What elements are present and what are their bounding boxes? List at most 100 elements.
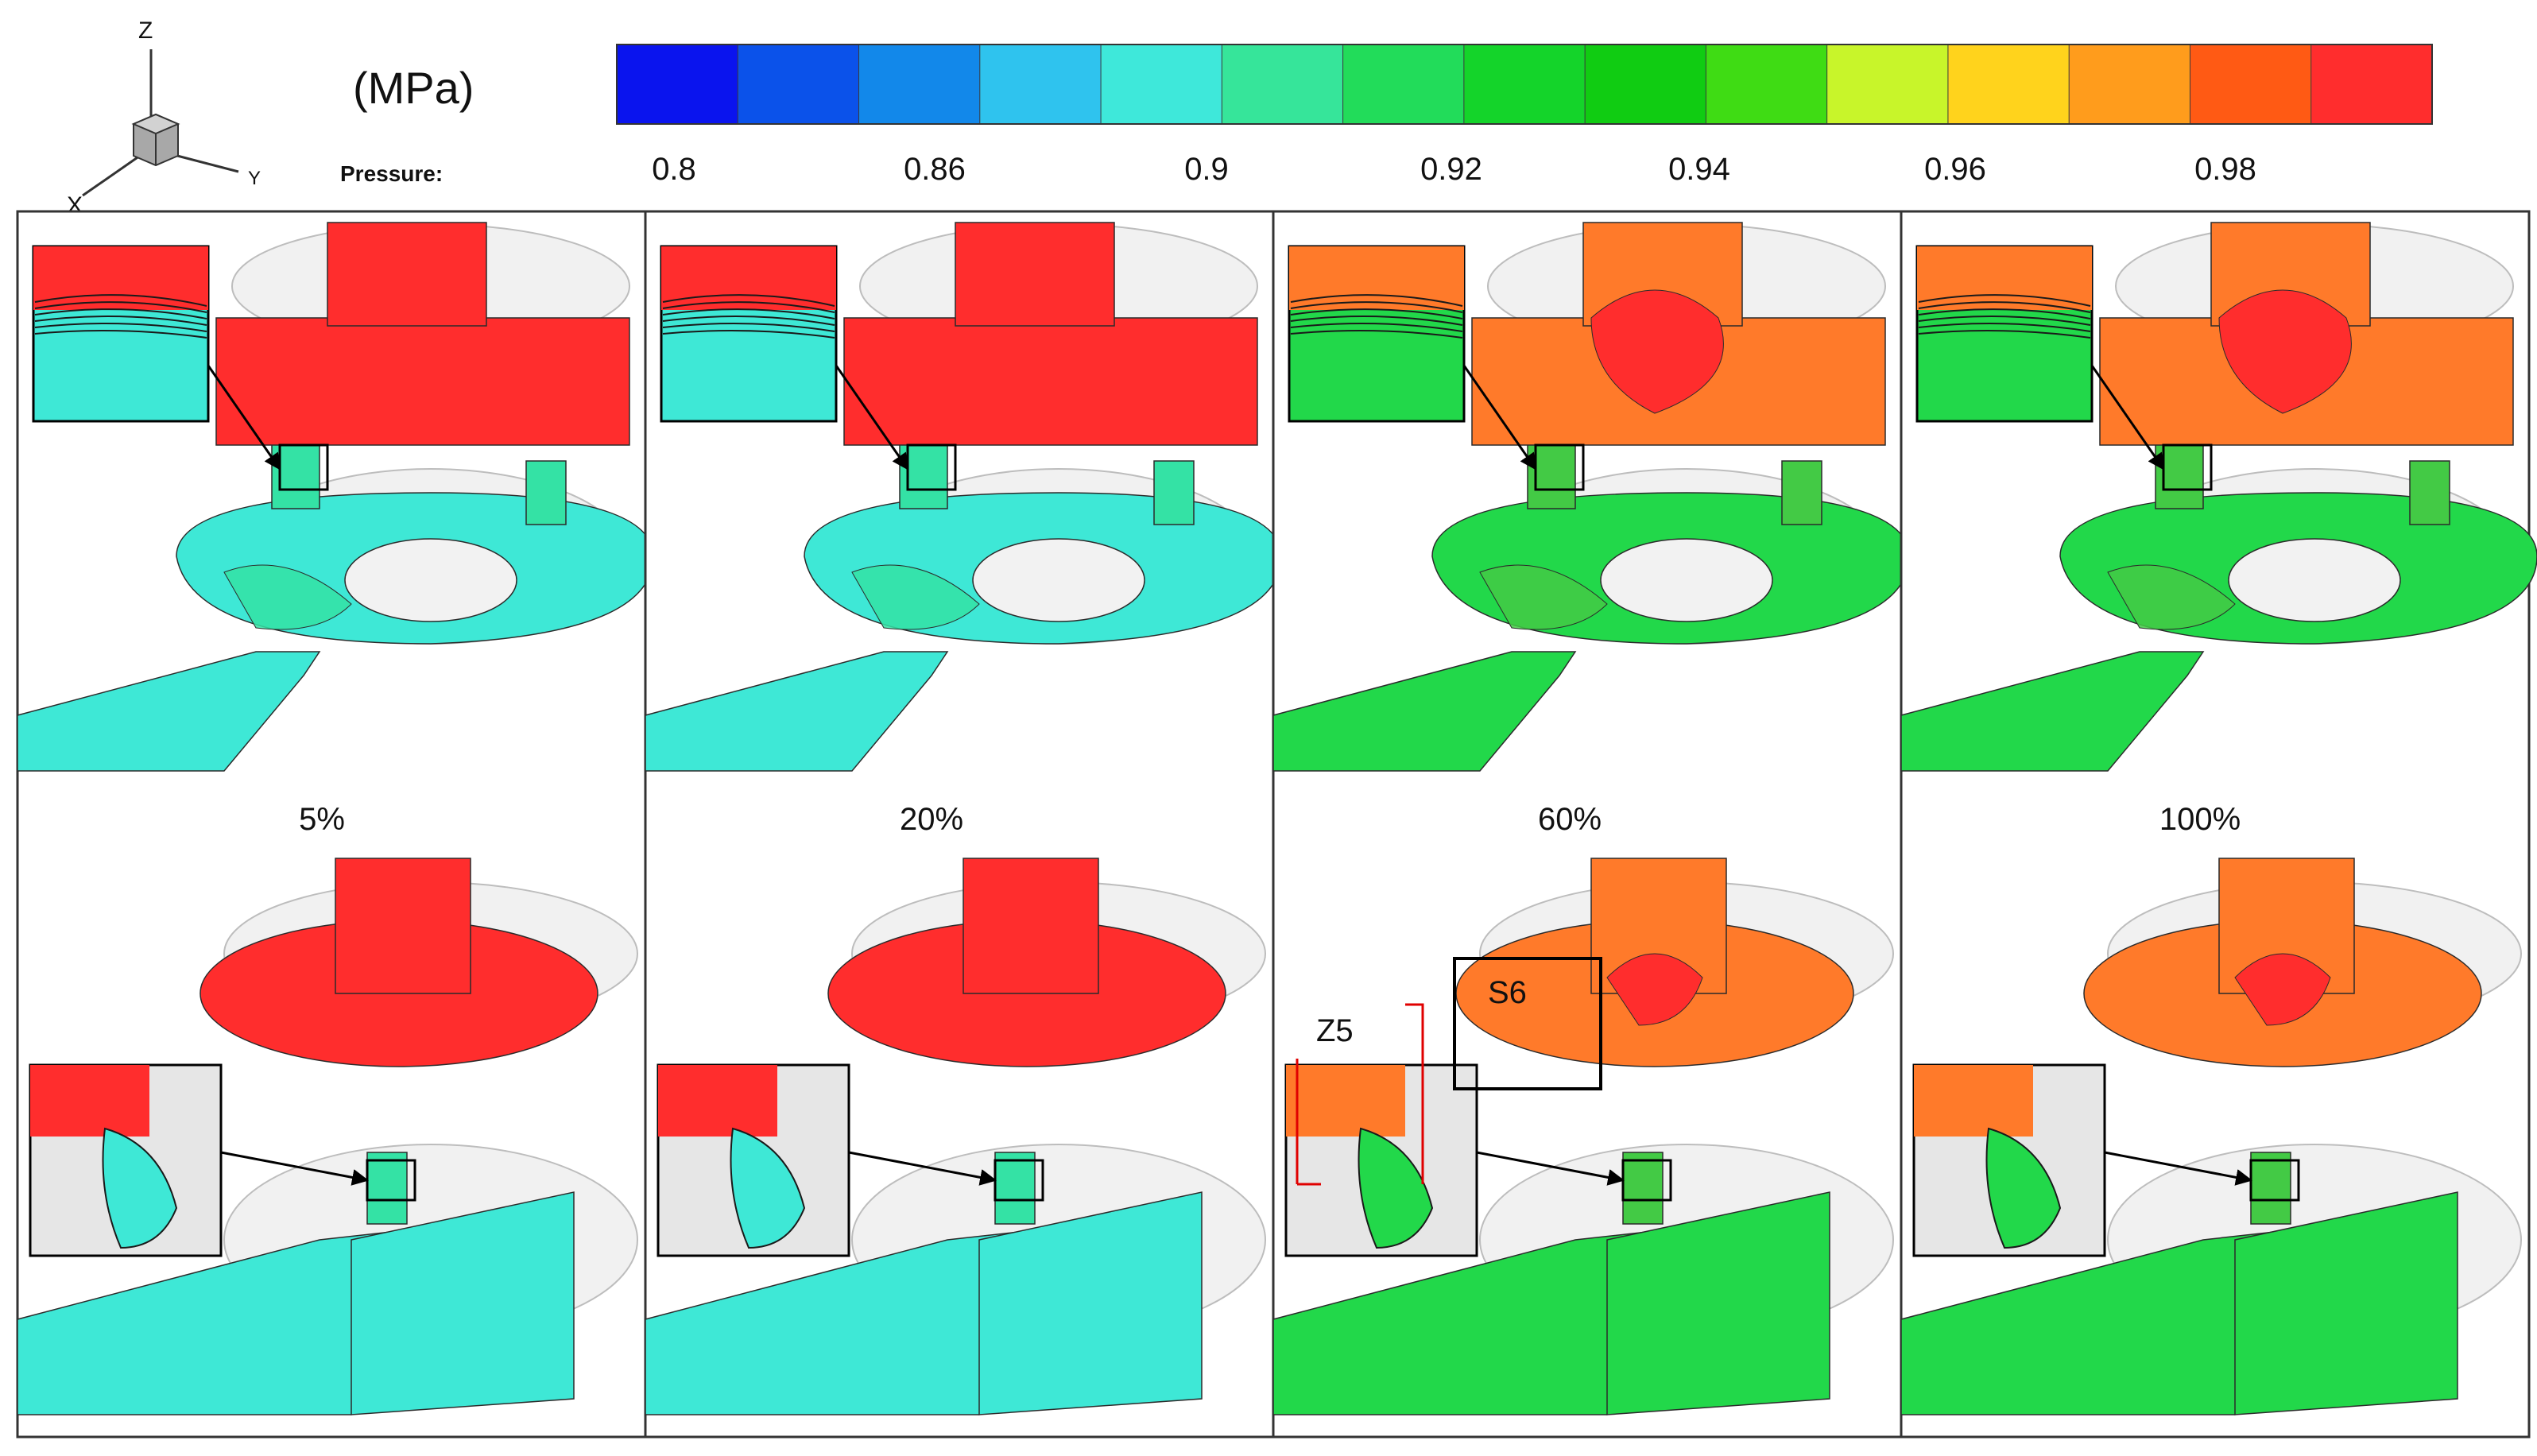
outlet-pipe <box>645 651 949 772</box>
inset-contour-line <box>1918 330 2091 339</box>
inset-contour-line <box>1918 308 2091 319</box>
colorbar-segment <box>1947 44 2070 125</box>
inlet-pipe <box>327 222 487 327</box>
inset-high-region <box>1286 1065 1405 1137</box>
panel-100pct <box>1900 210 2537 1439</box>
outlet-pipe <box>1272 651 1577 772</box>
inlet-pipe <box>335 858 471 994</box>
axis-y-label: Y <box>248 168 261 189</box>
ring-hole <box>1600 538 1773 622</box>
inset-contour-line <box>662 330 835 339</box>
high-pressure-core <box>1590 289 1724 414</box>
connecting-channel <box>994 1152 1036 1225</box>
inset-high-region <box>1914 1065 2033 1137</box>
inset-contour-line <box>1290 308 1463 319</box>
outlet-pipe <box>1900 651 2205 772</box>
legend-tick-label: 0.98 <box>2194 152 2256 187</box>
region-label-z5: Z5 <box>1316 1013 1354 1048</box>
legend-tick-label: 0.96 <box>1924 152 1986 187</box>
top-view-geometry <box>1900 222 2537 772</box>
zoom-arrow <box>835 365 909 470</box>
bottom-view-geometry <box>17 858 638 1415</box>
inset-contour-line <box>1290 330 1463 339</box>
zoom-inset <box>29 1063 223 1257</box>
inset-jet-region <box>730 1127 806 1249</box>
colorbar-segment <box>979 44 1102 125</box>
panel-label-5: 5% <box>299 802 345 837</box>
colorbar-segment <box>2068 44 2191 125</box>
colorbar-segment <box>1221 44 1344 125</box>
inset-jet-region <box>1985 1127 2062 1249</box>
inset-contour-line <box>1290 323 1463 332</box>
pressure-legend: (MPa) Pressure: 0.8 0.86 0.9 0.92 0.94 0.96 0.… <box>340 44 2434 187</box>
zoom-arrow <box>207 365 281 470</box>
colorbar-segment <box>616 44 739 125</box>
connecting-channel <box>1622 1152 1664 1225</box>
ring-hole <box>2228 538 2401 622</box>
inset-jet-region <box>102 1127 178 1249</box>
inset-high-region <box>33 246 208 310</box>
zoom-inset <box>1284 1063 1478 1257</box>
legend-unit: (MPa) <box>353 63 474 113</box>
inset-high-region <box>661 246 836 310</box>
inset-contour-line <box>662 323 835 332</box>
panel-label-100: 100% <box>2159 802 2241 837</box>
legend-tick-label: 0.86 <box>904 152 966 187</box>
inset-contour-line <box>1918 301 2091 313</box>
top-view-geometry <box>1272 222 1910 772</box>
ring-hole <box>972 538 1145 622</box>
high-pressure-core <box>2218 289 2352 414</box>
inset-contour-line <box>662 301 835 313</box>
inset-contour-line <box>662 316 835 326</box>
inset-contour-line <box>1290 301 1463 313</box>
inset-high-region <box>1917 246 2092 310</box>
bottom-view-geometry <box>1900 858 2522 1415</box>
zoom-arrow <box>220 1151 370 1186</box>
zoom-arrow <box>848 1151 997 1186</box>
inset-contour-line <box>1918 316 2091 326</box>
panel-label-20: 20% <box>900 802 963 837</box>
channel-right <box>2409 460 2450 525</box>
lower-section-plate <box>351 1191 575 1415</box>
colorbar-segment <box>1705 44 1828 125</box>
channel-right <box>1153 460 1195 525</box>
inset-high-region <box>658 1065 777 1137</box>
colorbar-frame <box>616 44 2433 125</box>
colorbar-segment <box>1826 44 1949 125</box>
inset-contour-line <box>1290 294 1463 307</box>
inset-contour-line <box>34 323 207 332</box>
inset-contour-line <box>34 316 207 326</box>
lower-section-plate <box>978 1191 1203 1415</box>
connecting-channel <box>366 1152 408 1225</box>
colorbar-segment <box>1342 44 1465 125</box>
inset-jet-region <box>1358 1127 1434 1249</box>
colorbar-segment <box>1584 44 1707 125</box>
panel-label-60: 60% <box>1538 802 1602 837</box>
inlet-pipe <box>963 858 1099 994</box>
region-label-s6: S6 <box>1488 975 1527 1010</box>
contour-zone <box>223 564 352 630</box>
inset-contour-line <box>34 330 207 339</box>
high-pressure-core <box>1606 953 1703 1026</box>
panel-20pct <box>644 210 1282 1439</box>
high-pressure-core <box>2234 953 2331 1026</box>
inset-contour-line <box>662 294 835 307</box>
zoom-arrow <box>2090 365 2165 470</box>
top-view-geometry <box>645 222 1282 772</box>
outlet-pipe <box>17 651 321 772</box>
region-box-s6 <box>1453 957 1602 1090</box>
panel-5pct <box>16 210 654 1439</box>
axis-z-label: Z <box>138 17 153 44</box>
colorbar-segment <box>2189 44 2312 125</box>
legend-tick-label: 0.8 <box>652 152 696 187</box>
inset-contour-line <box>1918 294 2091 307</box>
contour-zone <box>1479 564 1608 630</box>
inset-high-region <box>30 1065 149 1137</box>
inset-contour-line <box>34 308 207 319</box>
upper-plate <box>215 317 630 446</box>
panel-labels: 5% 20% 60% 100% <box>299 802 2241 837</box>
colorbar-segment <box>737 44 860 125</box>
legend-tick-labels: 0.8 0.86 0.9 0.92 0.94 0.96 0.98 <box>652 152 2256 187</box>
region-annotations: Z5 S6 <box>1296 957 1602 1186</box>
